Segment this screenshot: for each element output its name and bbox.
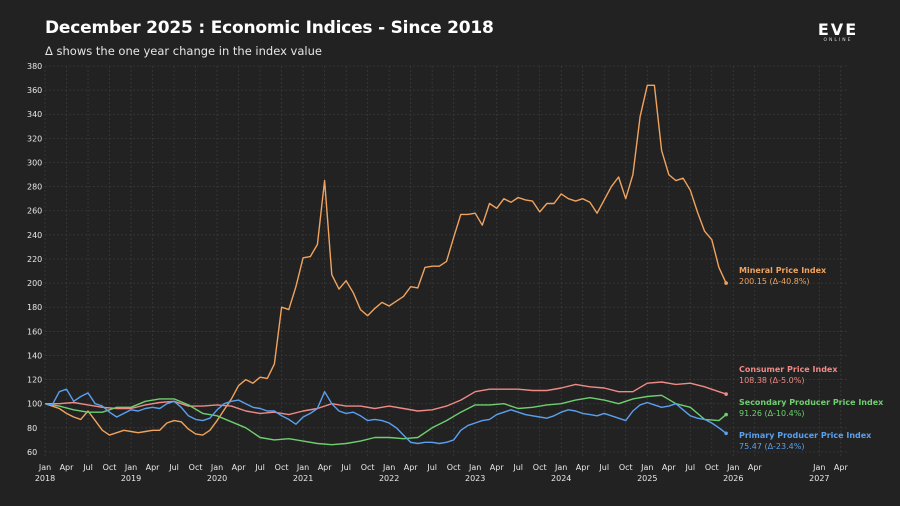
x-tick-label: Oct: [275, 463, 289, 472]
series-label-value: 200.15 (Δ-40.8%): [739, 277, 810, 286]
x-tick-label: Apr: [60, 463, 75, 472]
series-endpoint-2: [724, 412, 728, 417]
x-tick-label: Apr: [232, 463, 247, 472]
series-lines: [44, 84, 728, 446]
y-tick-label: 280: [27, 183, 42, 192]
series-label-name: Primary Producer Price Index: [739, 431, 872, 440]
x-tick-label: Jan: [382, 463, 395, 472]
series-label-value: 75.47 (Δ-23.4%): [739, 442, 804, 451]
x-year-label: 2027: [809, 474, 829, 483]
x-year-label: 2018: [35, 474, 55, 483]
y-tick-label: 300: [27, 158, 42, 167]
x-tick-label: Jan: [296, 463, 309, 472]
x-tick-label: Apr: [318, 463, 333, 472]
x-tick-label: Jul: [168, 463, 179, 472]
y-tick-label: 220: [27, 255, 42, 264]
x-tick-label: Apr: [834, 463, 849, 472]
series-line-1: [45, 381, 727, 416]
x-year-label: 2024: [551, 474, 571, 483]
x-year-label: 2025: [637, 474, 657, 483]
x-axis: Jan 2018 Apr Jul Oct Jan 2019 Apr Jul Oct Jan 2020 A…: [35, 463, 849, 483]
x-year-label: 2026: [723, 474, 743, 483]
series-label-name: Secondary Producer Price Index: [739, 398, 884, 407]
x-tick-label: Apr: [146, 463, 161, 472]
logo-text: EVE: [817, 20, 859, 39]
chart-subtitle: Δ shows the one year change in the index…: [45, 44, 322, 58]
series-endpoint-1: [724, 392, 728, 396]
y-tick-label: 260: [27, 207, 42, 216]
x-tick-label: Jan: [210, 463, 223, 472]
x-tick-label: Oct: [533, 463, 547, 472]
x-tick-label: Jan: [468, 463, 481, 472]
x-tick-label: Apr: [748, 463, 763, 472]
y-tick-label: 340: [27, 110, 42, 119]
series-label-name: Consumer Price Index: [739, 365, 838, 374]
x-tick-label: Jul: [82, 463, 93, 472]
x-year-label: 2022: [379, 474, 399, 483]
x-tick-label: Jan: [38, 463, 51, 472]
x-tick-label: Oct: [361, 463, 375, 472]
series-line-3: [44, 388, 727, 445]
series-labels: Mineral Price Index 200.15 (Δ-40.8%) Consu…: [739, 266, 884, 451]
x-tick-label: Oct: [103, 463, 117, 472]
series-label-value: 91.26 (Δ-10.4%): [739, 409, 804, 418]
x-tick-label: Jul: [340, 463, 351, 472]
y-tick-label: 360: [27, 86, 42, 95]
x-tick-label: Jan: [124, 463, 137, 472]
y-tick-label: 140: [27, 351, 42, 360]
x-tick-label: Oct: [705, 463, 719, 472]
x-tick-label: Oct: [619, 463, 633, 472]
x-tick-label: Jul: [254, 463, 265, 472]
y-tick-label: 100: [27, 400, 42, 409]
x-tick-label: Apr: [662, 463, 677, 472]
x-year-label: 2021: [293, 474, 313, 483]
x-tick-label: Jan: [812, 463, 825, 472]
x-tick-label: Jan: [640, 463, 653, 472]
y-tick-label: 380: [27, 62, 42, 71]
logo-subtext: ONLINE: [823, 38, 853, 43]
series-endpoint-3: [724, 431, 728, 436]
y-tick-label: 200: [27, 279, 42, 288]
series-label-value: 108.38 (Δ-5.0%): [739, 376, 804, 385]
y-tick-label: 80: [27, 424, 37, 433]
x-tick-label: Apr: [404, 463, 419, 472]
x-tick-label: Apr: [490, 463, 505, 472]
x-tick-label: Oct: [189, 463, 203, 472]
series-line-0: [44, 84, 727, 436]
x-year-label: 2020: [207, 474, 227, 483]
y-axis: 60 80 100 120 140 160 180 200 220 240 260 280 300 320…: [27, 62, 42, 457]
x-year-label: 2023: [465, 474, 485, 483]
x-tick-label: Jul: [512, 463, 523, 472]
chart-title: December 2025 : Economic Indices - Since…: [45, 18, 494, 38]
y-tick-label: 240: [27, 231, 42, 240]
x-tick-label: Jul: [426, 463, 437, 472]
series-label-name: Mineral Price Index: [739, 266, 827, 275]
x-tick-label: Apr: [576, 463, 591, 472]
x-tick-label: Jan: [726, 463, 739, 472]
y-tick-label: 320: [27, 134, 42, 143]
series-endpoint-0: [724, 281, 728, 285]
x-tick-label: Jul: [684, 463, 695, 472]
x-tick-label: Oct: [447, 463, 461, 472]
y-tick-label: 160: [27, 327, 42, 336]
series-line-2: [44, 394, 727, 446]
y-tick-label: 120: [27, 376, 42, 385]
x-tick-label: Jan: [554, 463, 567, 472]
y-tick-label: 60: [27, 448, 37, 457]
eve-online-logo: EVE ONLINE: [808, 22, 868, 50]
x-year-label: 2019: [121, 474, 141, 483]
x-tick-label: Jul: [598, 463, 609, 472]
y-tick-label: 180: [27, 303, 42, 312]
